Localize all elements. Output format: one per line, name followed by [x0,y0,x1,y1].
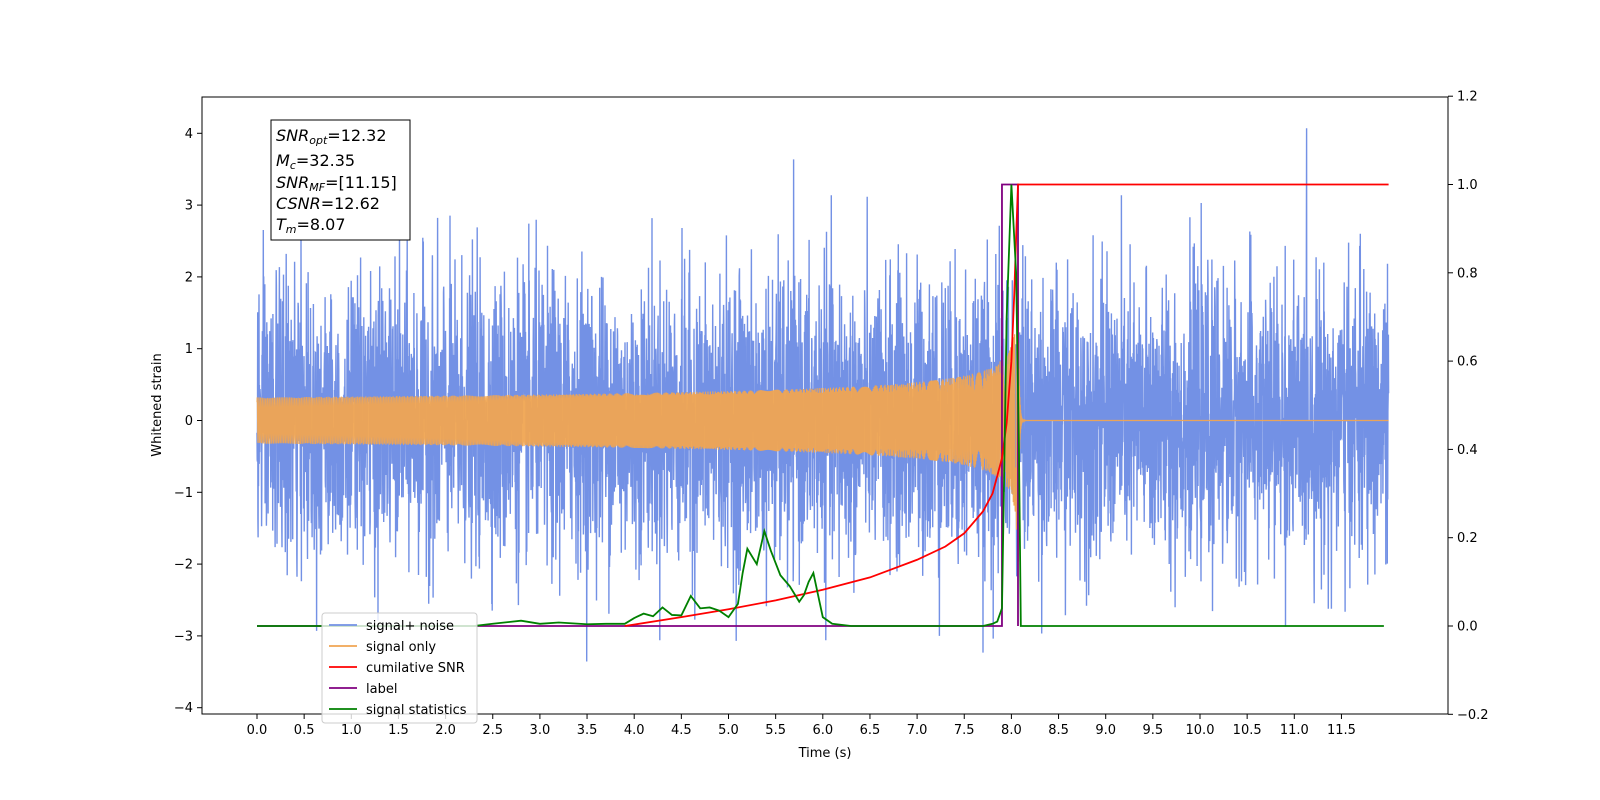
stats-line: Tm=8.07 [276,215,346,236]
x-tick-label: 3.0 [530,723,551,738]
legend-entry: label [329,682,397,697]
x-tick-label: 6.0 [812,723,833,738]
y-axis-label: Whitened strain [150,353,165,456]
legend-entry: signal statistics [329,703,467,718]
y-right-tick-label: 0.8 [1457,266,1478,281]
legend-label: signal+ noise [366,619,454,634]
stats-line: CSNR=12.62 [276,194,380,213]
series-signal-only [256,248,1389,562]
y-right-tick-label: 0.6 [1457,355,1478,370]
stats-box-frame [270,119,411,241]
y-right-tick-label: 0.4 [1457,443,1478,458]
y-left-tick-label: 4 [185,127,193,142]
legend-entry: cumilative SNR [329,661,465,676]
y-left-tick-label: −4 [174,701,193,716]
x-tick-label: 8.5 [1048,723,1069,738]
series-signal-noise [256,128,1390,662]
y-left-tick-label: 3 [185,199,193,214]
x-tick-label: 11.0 [1280,723,1309,738]
x-tick-label: 0.5 [294,723,315,738]
y-right-tick-label: 0.0 [1457,620,1478,635]
y-left-tick-label: −1 [174,486,193,501]
x-axis: 0.0 0.5 1.0 1.5 2.0 2.5 3.0 3.5 4.0 4.5 5.0 5.5 6.0 6… [247,714,1356,738]
x-tick-label: 2.5 [482,723,503,738]
y-left-tick-label: −2 [174,558,193,573]
x-tick-label: 8.0 [1001,723,1022,738]
x-tick-label: 7.0 [907,723,928,738]
stats-line: SNRopt=12.32 [276,126,387,147]
series-label [257,183,1019,627]
legend-entry: signal only [329,640,436,655]
x-tick-label: 10.0 [1186,723,1215,738]
x-tick-label: 7.5 [954,723,975,738]
x-tick-label: 1.5 [388,723,409,738]
x-tick-label: 9.0 [1095,723,1116,738]
x-tick-label: 4.0 [624,723,645,738]
x-axis-label: Time (s) [798,746,852,761]
legend-label: signal only [366,640,436,655]
x-tick-label: 11.5 [1327,723,1356,738]
y-right-tick-label: 0.2 [1457,531,1478,546]
x-tick-label: 5.5 [765,723,786,738]
legend-label: label [366,682,397,697]
series-signal-statistics [257,184,1384,627]
series-cumulative-snr [624,183,1389,627]
y-left-tick-label: −3 [174,629,193,644]
y-left-tick-label: 1 [185,342,193,357]
y-left-tick-label: 0 [185,414,193,429]
legend: signal+ noise signal only cumilative SNR la… [321,612,478,724]
plot-frame [201,96,1449,715]
x-tick-label: 5.0 [718,723,739,738]
y-left-tick-label: 2 [185,270,193,285]
x-tick-label: 6.5 [860,723,881,738]
stats-line: SNRMF=[11.15] [276,173,397,194]
x-tick-label: 9.5 [1143,723,1164,738]
y-right-tick-label: 1.0 [1457,178,1478,193]
x-tick-label: 4.5 [671,723,692,738]
legend-frame [321,612,478,724]
y-axis-left: −4 −3 −2 −1 0 1 2 3 4 [174,127,202,716]
y-axis-right: −0.2 0.0 0.2 0.4 0.6 0.8 1.0 1.2 [1448,90,1489,723]
x-tick-label: 1.0 [341,723,362,738]
x-tick-label: 2.0 [435,723,456,738]
y-right-tick-label: 1.2 [1457,90,1478,105]
x-tick-label: 0.0 [247,723,268,738]
x-tick-label: 10.5 [1233,723,1262,738]
legend-label: signal statistics [366,703,467,718]
stats-line: Mc=32.35 [276,151,355,172]
y-right-tick-label: −0.2 [1457,708,1489,723]
x-tick-label: 3.5 [577,723,598,738]
series-layer [256,128,1390,662]
legend-label: cumilative SNR [366,661,465,676]
stats-annotation: SNRopt=12.32 Mc=32.35SNRMF=[11.15]CSNR=12… [270,119,411,241]
legend-entry: signal+ noise [329,619,454,634]
